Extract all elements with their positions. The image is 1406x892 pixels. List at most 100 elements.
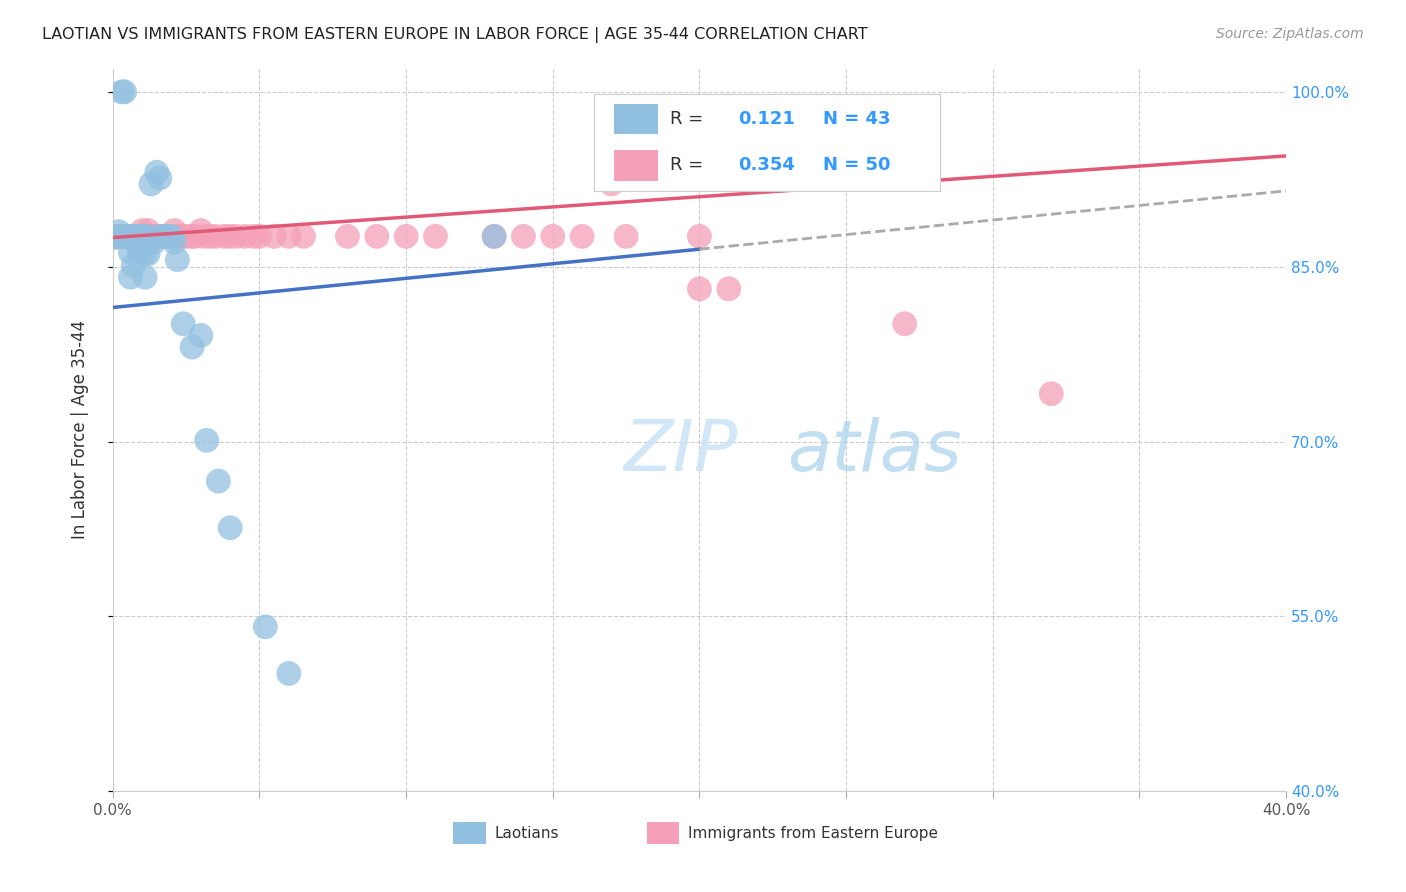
FancyBboxPatch shape (614, 150, 658, 180)
Point (160, 229, 183, 244)
Point (120, 270, 142, 285)
Point (114, 229, 136, 244)
Point (104, 229, 127, 244)
Text: LAOTIAN VS IMMIGRANTS FROM EASTERN EUROPE IN LABOR FORCE | AGE 35-44 CORRELATION: LAOTIAN VS IMMIGRANTS FROM EASTERN EUROP… (42, 27, 868, 43)
Point (134, 270, 156, 285)
Point (174, 229, 197, 244)
Point (120, 245, 142, 260)
Text: Laotians: Laotians (494, 826, 558, 840)
Point (1040, 386, 1063, 401)
Point (225, 229, 247, 244)
Point (193, 229, 215, 244)
Text: N = 43: N = 43 (823, 110, 890, 128)
Point (160, 229, 183, 244)
Point (571, 229, 593, 244)
Point (190, 328, 212, 343)
Point (254, 620, 277, 634)
Point (614, 229, 637, 244)
Point (181, 340, 204, 354)
FancyBboxPatch shape (647, 822, 679, 844)
Point (111, 85, 134, 99)
Point (114, 85, 136, 99)
Point (190, 223, 212, 237)
Point (233, 229, 256, 244)
Point (688, 282, 710, 296)
Point (146, 229, 169, 244)
Point (117, 229, 139, 244)
Point (136, 247, 159, 261)
Point (142, 229, 165, 244)
Point (149, 229, 172, 244)
Point (157, 229, 180, 244)
Point (277, 666, 299, 681)
Point (181, 229, 204, 244)
Text: Source: ZipAtlas.com: Source: ZipAtlas.com (1216, 27, 1364, 41)
Point (155, 229, 177, 244)
Point (125, 229, 148, 244)
Point (107, 229, 129, 244)
Point (395, 229, 418, 244)
Point (166, 229, 188, 244)
Point (249, 229, 271, 244)
Point (195, 434, 218, 448)
Text: 0.121: 0.121 (738, 110, 794, 128)
Point (139, 177, 162, 191)
Point (155, 229, 177, 244)
Point (242, 229, 264, 244)
Point (425, 229, 447, 244)
Point (136, 223, 159, 237)
Y-axis label: In Labor Force | Age 35-44: In Labor Force | Age 35-44 (72, 320, 89, 540)
Point (198, 229, 221, 244)
Point (207, 474, 229, 488)
Point (128, 229, 150, 244)
Text: atlas: atlas (787, 417, 962, 486)
FancyBboxPatch shape (593, 94, 939, 192)
Point (136, 229, 159, 244)
Point (163, 235, 186, 250)
Point (169, 229, 191, 244)
Point (139, 229, 162, 244)
Point (166, 252, 188, 267)
Point (142, 235, 165, 250)
Point (172, 317, 194, 331)
Text: 0.354: 0.354 (738, 156, 794, 174)
Point (104, 230, 127, 244)
FancyBboxPatch shape (614, 103, 658, 134)
Point (893, 317, 915, 331)
Point (184, 229, 207, 244)
Point (219, 229, 242, 244)
Text: R =: R = (671, 110, 709, 128)
Point (134, 229, 156, 244)
Point (120, 229, 142, 244)
Point (204, 229, 226, 244)
Point (152, 229, 174, 244)
Point (107, 225, 129, 239)
Point (117, 229, 139, 244)
Point (131, 229, 153, 244)
Text: N = 50: N = 50 (823, 156, 890, 174)
Point (134, 247, 156, 261)
Point (366, 229, 388, 244)
Point (131, 229, 153, 244)
Text: R =: R = (671, 156, 709, 174)
Point (263, 229, 285, 244)
Point (120, 229, 142, 244)
Point (128, 247, 150, 261)
Point (600, 177, 623, 191)
Point (688, 229, 710, 244)
Point (122, 229, 145, 244)
Point (149, 229, 172, 244)
Point (114, 229, 136, 244)
Point (120, 229, 142, 244)
Point (277, 229, 299, 244)
Point (163, 223, 186, 237)
Point (131, 235, 153, 250)
Point (336, 229, 359, 244)
Point (128, 229, 150, 244)
Point (122, 229, 145, 244)
Point (482, 229, 505, 244)
Point (122, 259, 145, 273)
Point (125, 229, 148, 244)
Point (482, 229, 505, 244)
Point (541, 229, 564, 244)
